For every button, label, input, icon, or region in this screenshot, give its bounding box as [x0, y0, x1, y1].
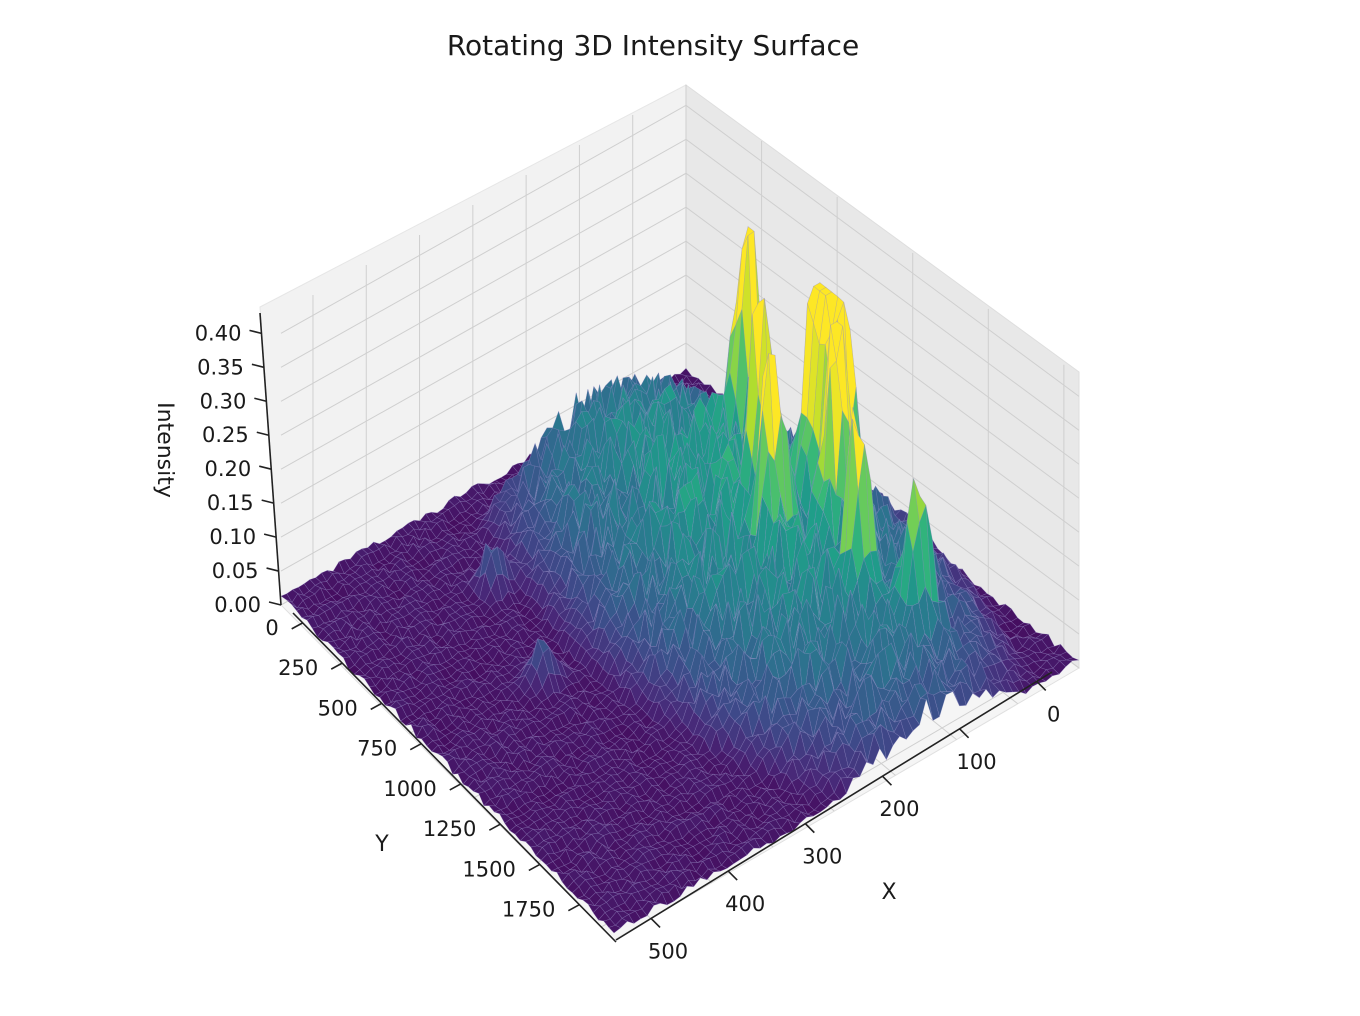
x-tick-2	[881, 775, 893, 786]
x-tick-3	[804, 823, 815, 834]
grid-line-z-2	[280, 308, 1080, 601]
y-tick-label-6: 1500	[462, 857, 515, 881]
x-axis-line	[615, 671, 1053, 941]
grid-line-z-8	[280, 104, 1080, 397]
z-tick-2	[263, 533, 277, 538]
grid-line-z-6	[280, 172, 1080, 465]
z-tick-4	[259, 465, 272, 470]
y-tick-label-2: 500	[318, 696, 358, 720]
x-axis: 0 100 200 300 400 500	[615, 671, 1060, 963]
y-axis-line	[292, 612, 617, 943]
z-axis-line	[259, 312, 282, 606]
z-tick-7	[251, 363, 265, 369]
y-tick-7	[567, 903, 580, 912]
y-tick-label-4: 1000	[383, 777, 436, 801]
y-tick-label-5: 1250	[423, 817, 476, 841]
x-tick-label-1: 100	[957, 750, 997, 774]
z-tick-3	[261, 499, 274, 504]
x-tick-label-2: 200	[879, 797, 919, 821]
z-tick-label-6: 0.30	[200, 389, 247, 413]
x-tick-label-5: 500	[648, 939, 688, 963]
z-tick-label-2: 0.10	[209, 525, 256, 549]
x-tick-1	[959, 728, 970, 739]
chart-title: Rotating 3D Intensity Surface	[447, 29, 859, 62]
y-tick-label-7: 1750	[502, 898, 555, 922]
y-tick-0	[291, 622, 304, 630]
grid-line-z-1	[280, 342, 1080, 635]
z-tick-label-5: 0.25	[202, 423, 249, 447]
x-tick-label-0: 0	[1047, 702, 1060, 726]
z-tick-8	[249, 329, 262, 335]
surface-cell-4479	[608, 924, 622, 934]
intensity-surface	[280, 226, 1080, 934]
y-tick-3	[409, 742, 422, 751]
z-tick-0	[268, 601, 282, 606]
grid-line-z-5	[280, 206, 1080, 499]
z-tick-6	[254, 397, 267, 403]
y-tick-1	[330, 662, 343, 670]
x-axis-label: X	[881, 880, 896, 905]
x-tick-5	[650, 917, 661, 929]
z-tick-label-0: 0.00	[214, 593, 261, 617]
z-tick-1	[266, 567, 279, 572]
y-tick-5	[488, 823, 501, 831]
z-tick-label-1: 0.05	[212, 559, 259, 583]
x-tick-0	[1036, 680, 1047, 691]
z-tick-label-4: 0.20	[204, 457, 251, 481]
z-tick-label-3: 0.15	[207, 491, 254, 515]
y-tick-label-3: 750	[357, 737, 397, 761]
x-tick-label-4: 400	[725, 892, 765, 916]
y-tick-label-0: 0	[265, 616, 278, 640]
grid-line-z-4	[280, 240, 1080, 533]
z-tick-label-7: 0.35	[197, 355, 244, 379]
z-axis-label: Intensity	[152, 402, 177, 498]
x-tick-4	[727, 870, 738, 881]
z-tick-label-8: 0.40	[195, 321, 242, 345]
x-tick-label-3: 300	[802, 845, 842, 869]
y-axis-label: Y	[374, 832, 389, 857]
y-tick-2	[370, 702, 383, 711]
y-tick-4	[449, 783, 462, 791]
y-tick-label-1: 250	[278, 656, 318, 680]
z-tick-5	[256, 431, 269, 437]
grid-line-z-3	[280, 274, 1080, 567]
y-tick-6	[528, 863, 541, 872]
z-axis: 0.00 0.05 0.10 0.15 0.20 0.25 0.30 0.35 0.40	[195, 312, 282, 617]
grid-line-z-7	[280, 138, 1080, 431]
